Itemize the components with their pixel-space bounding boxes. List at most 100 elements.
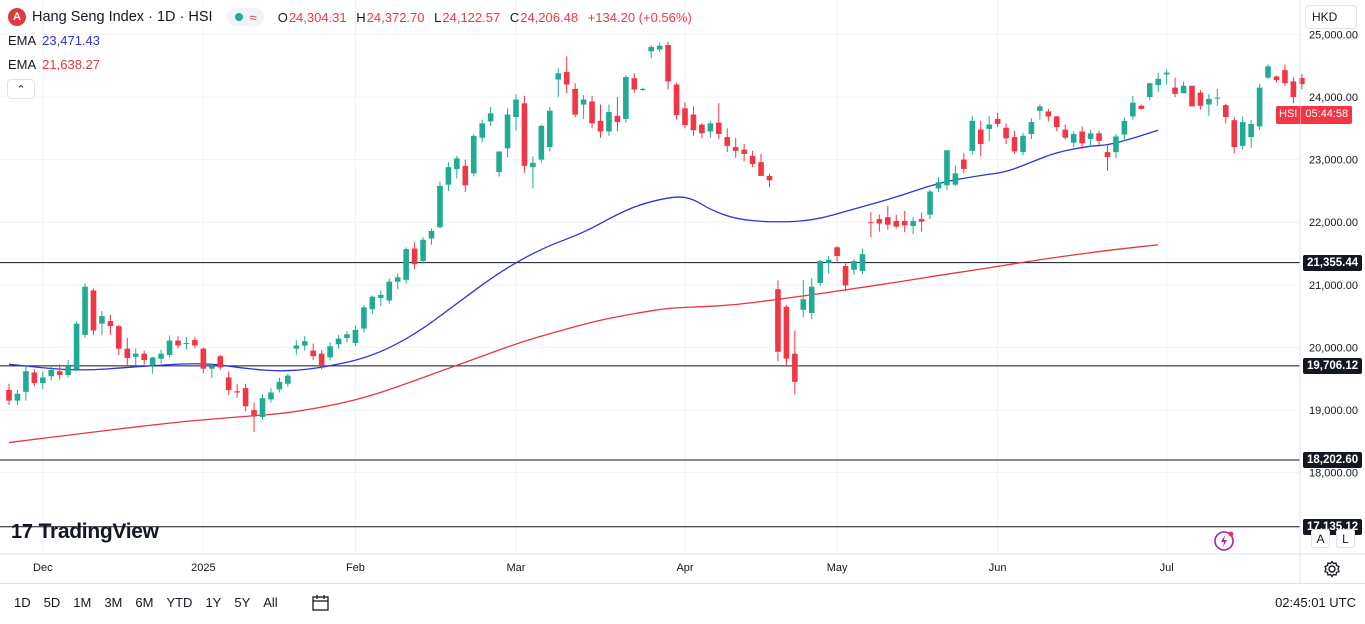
candle xyxy=(428,228,435,245)
range-1m[interactable]: 1M xyxy=(73,595,92,610)
candle xyxy=(14,389,21,406)
ema-fast-legend[interactable]: EMA 23,471.43 xyxy=(8,32,101,48)
candle-body xyxy=(462,165,469,186)
range-1y[interactable]: 1Y xyxy=(205,595,222,610)
candle xyxy=(470,133,477,177)
candle xyxy=(1045,108,1052,122)
candle xyxy=(200,347,207,374)
range-3m[interactable]: 3M xyxy=(104,595,123,610)
range-5y[interactable]: 5Y xyxy=(234,595,251,610)
candle xyxy=(1020,132,1026,156)
candle-body xyxy=(200,348,207,369)
candle-body xyxy=(1104,152,1111,158)
candle xyxy=(918,212,925,232)
candle xyxy=(107,314,114,335)
ema-slow-legend[interactable]: EMA 21,638.27 xyxy=(8,56,101,72)
candle xyxy=(665,41,671,90)
candle xyxy=(437,181,443,229)
candle-body xyxy=(1146,83,1153,98)
collapse-legend-button[interactable]: ⌃ xyxy=(7,79,35,99)
log-scale-button[interactable]: L xyxy=(1336,529,1355,548)
candle xyxy=(1113,133,1119,159)
candle-body xyxy=(259,398,266,417)
candle xyxy=(673,82,680,120)
candle-body xyxy=(1130,102,1136,117)
candle xyxy=(952,165,959,186)
candle-body xyxy=(48,369,55,377)
range-all[interactable]: All xyxy=(263,595,278,610)
candle xyxy=(1121,117,1128,142)
candle-body xyxy=(479,123,485,138)
candle-body xyxy=(285,375,291,384)
candle-body xyxy=(1163,72,1170,75)
candle xyxy=(1172,77,1178,98)
candle xyxy=(234,383,240,398)
candle xyxy=(301,336,308,351)
candle-body xyxy=(707,123,714,132)
candle-body xyxy=(893,220,900,227)
candle xyxy=(1299,73,1305,90)
symbol-title[interactable]: Hang Seng Index · 1D · HSI xyxy=(32,9,213,25)
ema-fast-line xyxy=(8,129,1159,372)
calendar-range-icon[interactable] xyxy=(311,594,331,612)
candle xyxy=(699,123,705,139)
horizontal-levels xyxy=(0,262,1300,528)
candle xyxy=(1087,129,1094,148)
candle xyxy=(344,331,350,343)
candle-body xyxy=(276,381,283,390)
candle-body xyxy=(834,247,840,257)
gear-icon[interactable] xyxy=(1322,559,1342,579)
candle xyxy=(378,290,384,307)
x-tick-label: Dec xyxy=(33,562,53,574)
market-open-icon xyxy=(234,13,243,21)
candle xyxy=(1223,103,1229,124)
candle xyxy=(445,162,452,191)
candle-body xyxy=(445,167,452,185)
candle xyxy=(454,155,460,179)
candle xyxy=(944,150,950,191)
candle xyxy=(175,336,181,349)
tradingview-logo[interactable]: 17 TradingView xyxy=(11,520,159,544)
candle xyxy=(462,159,469,193)
range-ytd[interactable]: YTD xyxy=(166,595,193,610)
candle-body xyxy=(82,286,88,335)
candle xyxy=(1079,126,1085,149)
candle xyxy=(1248,120,1254,148)
candle-body xyxy=(470,135,477,174)
range-5d[interactable]: 5D xyxy=(43,595,61,610)
utc-clock[interactable]: 02:45:01 UTC xyxy=(1275,595,1356,610)
candle xyxy=(521,95,528,173)
candle xyxy=(859,248,866,275)
candle xyxy=(775,280,781,362)
x-tick-label: Feb xyxy=(346,562,365,574)
candle-body xyxy=(800,299,807,310)
candle-body xyxy=(538,125,545,160)
y-tick-label: 20,000.00 xyxy=(1309,342,1358,354)
candle xyxy=(513,94,519,131)
auto-scale-button[interactable]: A xyxy=(1311,529,1330,548)
tradingview-wordmark: TradingView xyxy=(38,520,159,543)
currency-selector[interactable]: HKD xyxy=(1305,5,1357,29)
range-6m[interactable]: 6M xyxy=(135,595,154,610)
candle-body xyxy=(572,88,578,115)
candle-body xyxy=(1113,136,1119,153)
level-price-tag: 19,706.12 xyxy=(1303,357,1363,374)
candle-body xyxy=(1299,77,1305,85)
candle xyxy=(369,295,376,315)
range-1d[interactable]: 1D xyxy=(14,595,31,610)
candle xyxy=(99,311,105,335)
candle-body xyxy=(1206,98,1212,105)
candle-body xyxy=(851,261,857,270)
candle xyxy=(1138,104,1145,110)
candle xyxy=(73,321,80,372)
candle-body xyxy=(792,353,798,382)
candle-body xyxy=(1155,78,1161,86)
candle-body xyxy=(293,345,300,349)
candle-body xyxy=(352,329,359,344)
tradingview-mark-icon: 17 xyxy=(11,520,33,543)
market-status[interactable]: ≈ xyxy=(226,8,264,26)
lightning-icon[interactable] xyxy=(1213,530,1235,552)
candle xyxy=(225,371,232,395)
change-value: +134.20 (+0.56%) xyxy=(587,9,692,25)
